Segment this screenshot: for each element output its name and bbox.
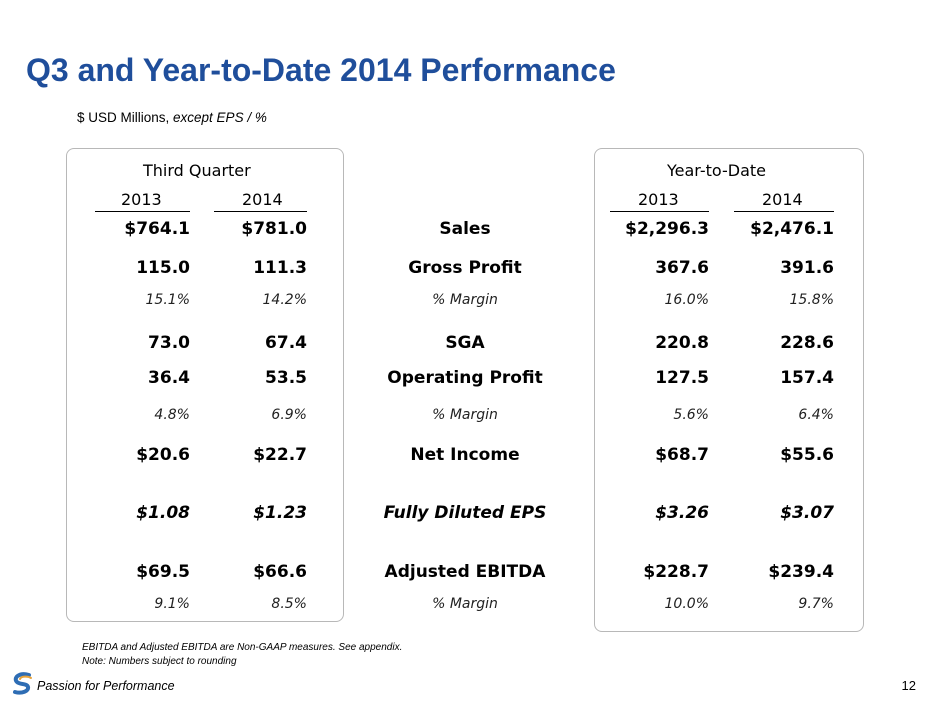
non-gaap-note: EBITDA and Adjusted EBITDA are Non-GAAP … xyxy=(82,642,403,653)
value-ytd-2013: $68.7 xyxy=(655,445,709,465)
page-number: 12 xyxy=(901,678,916,693)
value-ytd-2013: $228.7 xyxy=(643,562,709,582)
value-ytd-2014: $3.07 xyxy=(780,503,834,523)
row-label: % Margin xyxy=(432,596,498,612)
value-q3-2013: 36.4 xyxy=(148,368,190,388)
value-ytd-2013: $3.26 xyxy=(655,503,709,523)
page-title: Q3 and Year-to-Date 2014 Performance xyxy=(26,52,616,88)
value-q3-2014: $66.6 xyxy=(253,562,307,582)
value-ytd-2014: $239.4 xyxy=(768,562,834,582)
units-label: $ USD Millions, xyxy=(77,110,174,125)
underline-q3-2014 xyxy=(214,211,307,212)
rounding-note: Note: Numbers subject to rounding xyxy=(82,656,237,667)
row-label: Sales xyxy=(439,219,491,239)
value-ytd-2014: $55.6 xyxy=(780,445,834,465)
value-q3-2013: $69.5 xyxy=(136,562,190,582)
underline-ytd-2013 xyxy=(610,211,709,212)
value-q3-2013: 4.8% xyxy=(154,407,190,423)
value-q3-2014: 111.3 xyxy=(253,258,307,278)
company-logo-icon xyxy=(13,672,32,695)
value-ytd-2014: 391.6 xyxy=(780,258,834,278)
units-subtitle: $ USD Millions, except EPS / % xyxy=(77,110,267,125)
value-ytd-2013: $2,296.3 xyxy=(625,219,709,239)
third-quarter-header: Third Quarter xyxy=(143,161,251,180)
year-q3-2014: 2014 xyxy=(242,190,283,209)
value-q3-2013: $1.08 xyxy=(136,503,190,523)
value-q3-2013: $764.1 xyxy=(124,219,190,239)
value-ytd-2013: 10.0% xyxy=(664,596,709,612)
value-q3-2014: $22.7 xyxy=(253,445,307,465)
underline-ytd-2014 xyxy=(734,211,834,212)
value-ytd-2013: 220.8 xyxy=(655,333,709,353)
value-q3-2013: 115.0 xyxy=(136,258,190,278)
row-label: Net Income xyxy=(410,445,520,465)
value-ytd-2014: 9.7% xyxy=(798,596,834,612)
year-to-date-panel xyxy=(594,148,864,632)
year-to-date-header: Year-to-Date xyxy=(667,161,766,180)
year-ytd-2014: 2014 xyxy=(762,190,803,209)
row-label: % Margin xyxy=(432,407,498,423)
row-label: Operating Profit xyxy=(387,368,543,388)
value-q3-2013: $20.6 xyxy=(136,445,190,465)
units-exception: except EPS / % xyxy=(173,110,267,125)
value-q3-2013: 73.0 xyxy=(148,333,190,353)
value-ytd-2013: 16.0% xyxy=(664,292,709,308)
underline-q3-2013 xyxy=(95,211,190,212)
value-ytd-2013: 367.6 xyxy=(655,258,709,278)
value-q3-2013: 15.1% xyxy=(145,292,190,308)
row-label: % Margin xyxy=(432,292,498,308)
value-ytd-2014: 15.8% xyxy=(789,292,834,308)
year-q3-2013: 2013 xyxy=(121,190,162,209)
value-ytd-2014: 157.4 xyxy=(780,368,834,388)
value-q3-2014: $781.0 xyxy=(241,219,307,239)
value-q3-2013: 9.1% xyxy=(154,596,190,612)
value-ytd-2014: $2,476.1 xyxy=(750,219,834,239)
row-label: Fully Diluted EPS xyxy=(383,503,547,523)
footer-tagline: Passion for Performance xyxy=(37,679,175,693)
value-ytd-2014: 228.6 xyxy=(780,333,834,353)
row-label: SGA xyxy=(445,333,485,353)
value-q3-2014: 67.4 xyxy=(265,333,307,353)
third-quarter-panel xyxy=(66,148,344,622)
value-ytd-2013: 127.5 xyxy=(655,368,709,388)
value-q3-2014: 6.9% xyxy=(271,407,307,423)
value-q3-2014: 53.5 xyxy=(265,368,307,388)
year-ytd-2013: 2013 xyxy=(638,190,679,209)
row-label: Adjusted EBITDA xyxy=(384,562,546,582)
value-ytd-2013: 5.6% xyxy=(673,407,709,423)
value-ytd-2014: 6.4% xyxy=(798,407,834,423)
value-q3-2014: 8.5% xyxy=(271,596,307,612)
value-q3-2014: 14.2% xyxy=(262,292,307,308)
value-q3-2014: $1.23 xyxy=(253,503,307,523)
row-label: Gross Profit xyxy=(408,258,522,278)
